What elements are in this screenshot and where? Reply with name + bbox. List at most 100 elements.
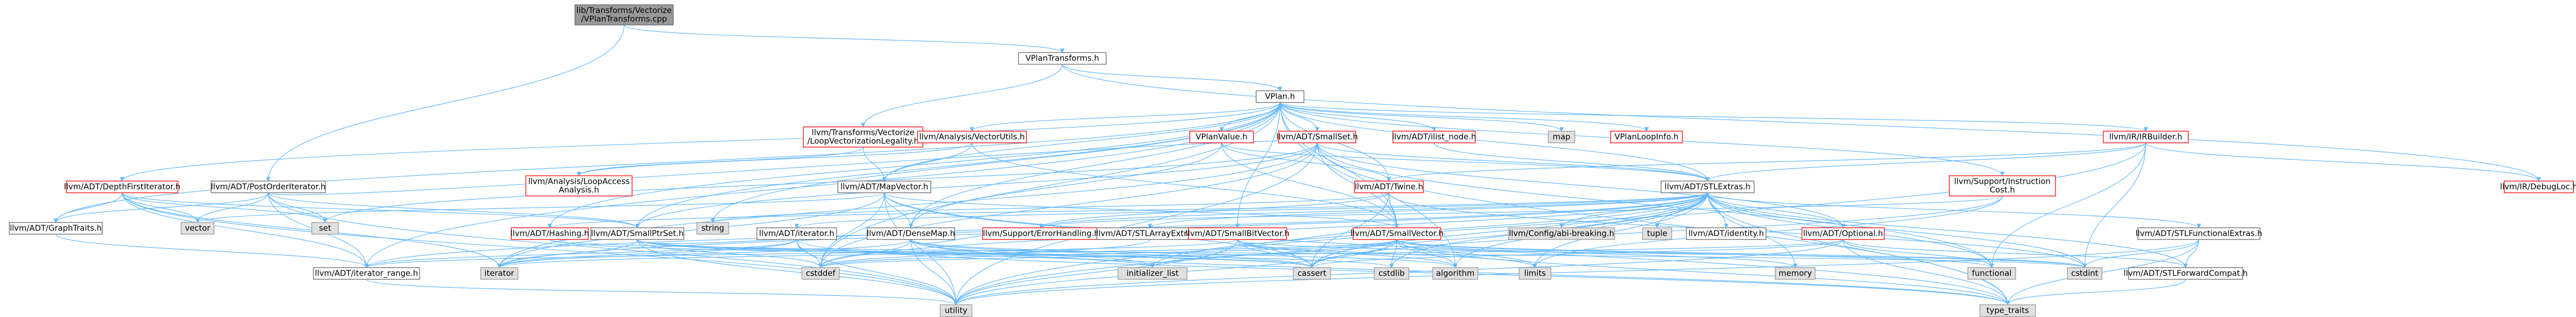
- node-debugloc[interactable]: llvm/IR/DebugLoc.h: [2500, 181, 2576, 193]
- dependency-edge: [1396, 239, 1538, 268]
- node-postorder[interactable]: llvm/ADT/PostOrderIterator.h: [210, 181, 326, 193]
- node-vplanvalue[interactable]: VPlanValue.h: [1189, 131, 1254, 143]
- dependency-edge: [1989, 142, 2146, 268]
- node-box: [8, 222, 103, 235]
- node-label: lib/Transforms/Vectorize: [576, 6, 671, 15]
- node-type-traits: type_traits: [1979, 304, 2036, 317]
- node-box: [1801, 227, 1885, 240]
- node-tuple: tuple: [1642, 227, 1673, 240]
- node-box: [1967, 267, 2016, 280]
- node-box: [2103, 131, 2189, 143]
- node-errorhandling[interactable]: llvm/Support/ErrorHandling.h: [982, 227, 1100, 240]
- node-label: llvm/Support/Instruction: [1954, 177, 2051, 186]
- node-label: functional: [1972, 269, 2012, 278]
- dependency-edge: [1237, 239, 2087, 268]
- node-box: [1519, 267, 1551, 280]
- dependency-edge: [710, 102, 1281, 223]
- node-box: [866, 227, 956, 240]
- node-box: [756, 227, 837, 240]
- node-iterator-h[interactable]: llvm/ADT/iterator.h: [756, 227, 837, 240]
- dependency-edge: [1235, 102, 1281, 228]
- dependency-edge: [818, 239, 1397, 268]
- node-stlforward[interactable]: llvm/ADT/STLForwardCompat.h: [2123, 267, 2248, 280]
- edges-layer: [53, 24, 2541, 305]
- dependency-edge: [1396, 239, 1458, 268]
- node-label: llvm/ADT/identity.h: [1688, 229, 1764, 238]
- node-functional: functional: [1967, 267, 2016, 280]
- node-depthfirst[interactable]: llvm/ADT/DepthFirstIterator.h: [64, 181, 181, 193]
- node-vplan[interactable]: VPlan.h: [1256, 90, 1304, 103]
- dependency-edge: [1237, 239, 1538, 268]
- node-cstdint: cstdint: [2067, 267, 2103, 280]
- node-vectorutils[interactable]: llvm/Analysis/VectorUtils.h: [917, 131, 1027, 143]
- dependency-edge: [1280, 102, 1564, 132]
- dependency-edge: [953, 239, 1238, 305]
- node-root[interactable]: lib/Transforms/Vectorize/VPlanTransforms…: [574, 4, 674, 25]
- node-box: [1508, 227, 1615, 240]
- dependency-edge: [122, 192, 502, 268]
- dependency-edge: [884, 192, 914, 228]
- node-mapvector[interactable]: llvm/ADT/MapVector.h: [837, 181, 932, 193]
- dependency-edge: [2145, 142, 2541, 182]
- dependency-edge: [122, 192, 200, 223]
- node-loopvec[interactable]: llvm/Transforms/Vectorize/LoopVectorizat…: [803, 126, 924, 148]
- node-identity[interactable]: llvm/ADT/identity.h: [1686, 227, 1767, 240]
- dependency-edge: [497, 239, 638, 268]
- dependency-edge: [1559, 192, 1708, 228]
- node-box: [1118, 267, 1188, 280]
- node-box: [2137, 227, 2261, 240]
- node-utility: utility: [940, 304, 973, 317]
- node-vplanlooinfo[interactable]: VPlanLoopInfo.h: [1610, 131, 1683, 143]
- dependency-edge: [268, 139, 1319, 195]
- dependency-edge: [1150, 239, 1397, 268]
- dependency-edge: [1389, 239, 1397, 268]
- dependency-edge: [1707, 192, 1846, 228]
- node-optional[interactable]: llvm/ADT/Optional.h: [1801, 227, 1885, 240]
- node-iterator-range[interactable]: llvm/ADT/iterator_range.h: [313, 267, 420, 280]
- dependency-edge: [497, 239, 797, 268]
- node-string: string: [696, 222, 729, 235]
- dependency-edge: [818, 239, 911, 268]
- node-graphtraits[interactable]: llvm/ADT/GraphTraits.h: [8, 222, 103, 235]
- node-stlfunctional[interactable]: llvm/ADT/STLFunctionalExtras.h: [2136, 227, 2263, 240]
- node-ilistnode[interactable]: llvm/ADT/ilist_node.h: [1392, 131, 1476, 143]
- node-label: Cost.h: [1990, 185, 2015, 195]
- node-densemap[interactable]: llvm/ADT/DenseMap.h: [866, 227, 956, 240]
- node-vpirbuilder[interactable]: llvm/IR/IRBuilder.h: [2103, 131, 2189, 143]
- node-cstdlib: cstdlib: [1374, 267, 1410, 280]
- node-label: type_traits: [1986, 306, 2029, 316]
- node-stlextras[interactable]: llvm/ADT/STLExtras.h: [1660, 181, 1755, 193]
- node-smallvector[interactable]: llvm/ADT/SmallVector.h: [1350, 227, 1444, 240]
- dependency-edge: [1280, 102, 1649, 132]
- dependency-edge: [711, 192, 1389, 223]
- dependency-edge: [122, 192, 639, 228]
- dependency-edge: [1317, 142, 1846, 228]
- node-label: VPlan.h: [1265, 92, 1295, 101]
- node-algorithm: algorithm: [1432, 267, 1479, 280]
- node-smallbitvector[interactable]: llvm/ADT/SmallBitVector.h: [1185, 227, 1290, 240]
- node-label: /LoopVectorizationLegality.h: [807, 136, 919, 146]
- node-box: [837, 181, 932, 193]
- node-vplantransforms[interactable]: VPlanTransforms.h: [1018, 52, 1107, 65]
- node-hashing[interactable]: llvm/ADT/Hashing.h: [510, 227, 589, 240]
- node-box: [574, 4, 674, 25]
- dependency-edge: [366, 279, 958, 305]
- node-label: initializer_list: [1127, 269, 1179, 279]
- dependency-edge: [1317, 142, 1710, 182]
- node-box: [525, 175, 633, 196]
- dependency-edge: [53, 192, 123, 223]
- node-label: string: [701, 224, 724, 233]
- node-label: iterator: [484, 269, 515, 278]
- node-stlarray[interactable]: llvm/ADT/STLArrayExtras.h: [1096, 227, 1204, 240]
- dependency-edge: [969, 102, 1281, 132]
- node-box: [1018, 52, 1107, 65]
- dependency-edge: [953, 142, 2146, 305]
- node-twine[interactable]: llvm/ADT/Twine.h: [1354, 181, 1424, 193]
- node-smallptrset[interactable]: llvm/ADT/SmallPtrSet.h: [590, 227, 685, 240]
- node-box: [210, 181, 326, 193]
- node-label: llvm/ADT/ilist_node.h: [1392, 132, 1476, 142]
- node-smallset[interactable]: llvm/ADT/SmallSet.h: [1276, 131, 1358, 143]
- dependency-edge: [953, 142, 1318, 305]
